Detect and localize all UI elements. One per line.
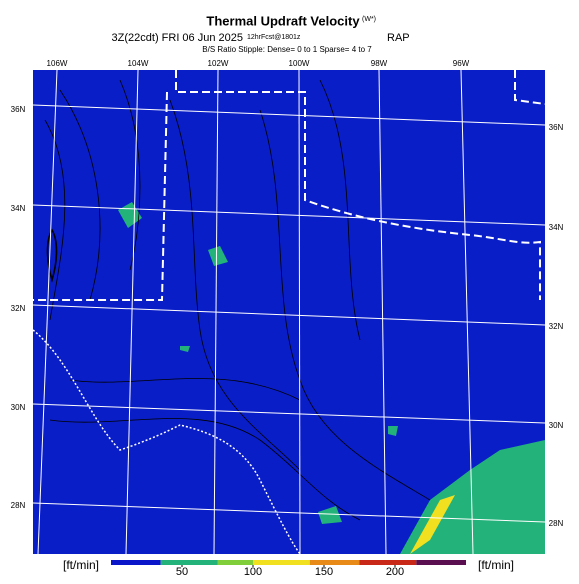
title-sup: (W*) [362,16,376,23]
colorbar-tick-label: 200 [386,566,404,578]
colorbar-segment [309,560,360,565]
contours [44,79,431,521]
colorbar-segment [253,560,310,565]
lon-label: 106W [47,59,68,68]
lat-label: 36N [11,105,26,114]
lon-label: 102W [208,59,229,68]
colorbar-segment [359,560,417,565]
lat-label: 28N [549,519,564,528]
forecast: 12hrFcst@1801z [247,34,301,41]
graticule [32,69,546,555]
stipple-note: B/S Ratio Stipple: Dense= 0 to 1 Sparse=… [202,45,372,54]
colorbar-tick-label: 100 [244,566,262,578]
strong-updraft [410,495,455,554]
lat-label: 30N [11,403,26,412]
lat-label: 34N [549,223,564,232]
lon-label: 98W [371,59,388,68]
lat-label: 28N [11,501,26,510]
lat-label: 30N [549,421,564,430]
lat-label: 34N [11,204,26,213]
colorbar-segment [160,560,218,565]
title: Thermal Updraft Velocity [206,13,360,28]
colorbar-unit: [ft/min] [478,558,514,572]
lon-label: 104W [128,59,149,68]
lon-label: 96W [453,59,470,68]
lat-label: 32N [11,304,26,313]
colorbar-segment [111,560,161,565]
colorbar-segment [416,560,466,565]
colorbar-segment [217,560,253,565]
map-field [33,70,545,554]
run-time: 3Z(22cdt) FRI 06 Jun 2025 [112,32,243,44]
state-borders [33,70,546,301]
lat-label: 36N [549,123,564,132]
model: RAP [387,32,410,44]
colorbar-tick-label: 50 [176,566,188,578]
lat-label: 32N [549,322,564,331]
colorbar-unit: [ft/min] [63,558,99,572]
lon-label: 100W [289,59,310,68]
map [32,69,546,555]
rio-grande [32,329,301,555]
colorbar-tick-label: 150 [315,566,333,578]
